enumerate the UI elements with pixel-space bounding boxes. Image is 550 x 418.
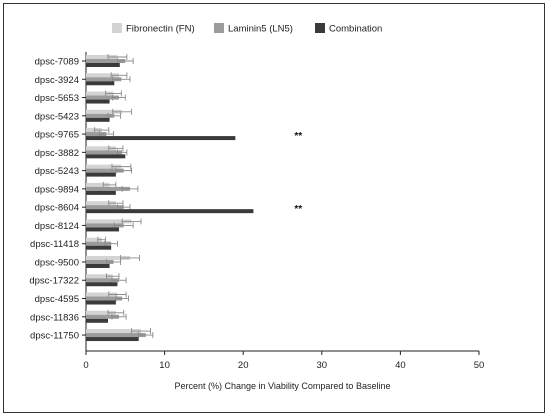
bar-0-11 [86,255,131,260]
bar-1-6 [86,168,124,173]
bar-2-1 [86,81,115,86]
bar-2-10 [86,245,112,250]
bar-0-10 [86,237,102,242]
bar-2-5 [86,154,126,159]
legend-label-1: Laminin5 (LN5) [228,24,293,35]
bar-1-14 [86,314,120,319]
legend-swatch-0 [112,23,122,33]
category-label-1: dpsc-3924 [35,75,79,86]
category-label-4: dpsc-9765 [35,130,79,141]
category-label-7: dpsc-9894 [35,184,79,195]
bar-1-13 [86,296,123,301]
bar-1-5 [86,150,123,155]
bar-2-15 [86,337,139,342]
category-label-12: dpsc-17322 [29,276,79,287]
bar-2-6 [86,172,116,177]
legend-label-2: Combination [329,24,382,35]
x-tick-label-4: 40 [395,360,406,371]
bar-1-15 [86,333,146,338]
bar-2-3 [86,117,110,122]
bar-1-8 [86,205,124,210]
category-label-10: dpsc-11418 [30,239,79,250]
legend-swatch-2 [315,23,325,33]
bar-0-4 [86,128,102,133]
significance-marker-1: ** [294,204,302,215]
bar-0-5 [86,146,116,151]
bar-0-14 [86,310,116,315]
bar-2-14 [86,318,109,323]
bar-2-4 [86,136,236,141]
bar-0-13 [86,292,118,297]
bar-0-3 [86,109,123,114]
bar-2-13 [86,300,116,305]
category-label-8: dpsc-8604 [35,203,79,214]
bar-2-9 [86,227,120,232]
bar-1-0 [86,59,126,63]
bar-0-8 [86,201,116,206]
x-axis-title: Percent (%) Change in Viability Compared… [175,381,391,391]
category-label-15: dpsc-11750 [30,331,79,342]
category-label-11: dpsc-9500 [35,257,79,268]
bar-0-6 [86,164,122,169]
bar-1-3 [86,113,115,118]
bar-1-7 [86,186,131,191]
bar-1-4 [86,132,107,137]
bar-1-11 [86,259,114,264]
significance-marker-0: ** [294,131,302,142]
category-label-6: dpsc-5243 [35,166,79,177]
bar-1-2 [86,95,120,100]
bar-chart: Fibronectin (FN) Laminin5 (LN5) Combinatio… [29,23,485,391]
bar-0-9 [86,219,132,224]
bar-0-7 [86,182,110,187]
bar-2-11 [86,263,110,268]
category-label-2: dpsc-5653 [35,93,79,104]
chart-frame: Fibronectin (FN) Laminin5 (LN5) Combinatio… [3,3,545,413]
x-tick-label-3: 30 [317,360,328,371]
category-label-0: dpsc-7089 [35,57,79,68]
bar-0-1 [86,73,120,78]
bar-2-12 [86,282,118,287]
bar-1-1 [86,77,122,82]
bar-0-0 [86,55,118,59]
bar-0-12 [86,274,113,279]
bar-2-0 [86,63,120,67]
x-tick-label-5: 50 [474,360,485,371]
x-tick-label-2: 20 [238,360,249,371]
bar-2-7 [86,190,116,195]
bar-2-2 [86,99,110,104]
category-label-5: dpsc-3882 [35,148,79,159]
x-tick-label-1: 10 [159,360,170,371]
bar-1-12 [86,278,120,283]
legend-swatch-1 [214,23,224,33]
category-label-3: dpsc-5423 [35,111,79,122]
category-label-14: dpsc-11836 [30,312,79,323]
bar-0-2 [86,91,114,96]
bar-2-8 [86,209,254,214]
bar-0-15 [86,329,142,334]
bar-1-9 [86,223,124,228]
x-tick-label-0: 0 [83,360,88,371]
category-label-13: dpsc-4595 [35,294,79,305]
bar-1-10 [86,241,112,246]
category-label-9: dpsc-8124 [35,221,79,232]
legend-label-0: Fibronectin (FN) [126,24,195,35]
